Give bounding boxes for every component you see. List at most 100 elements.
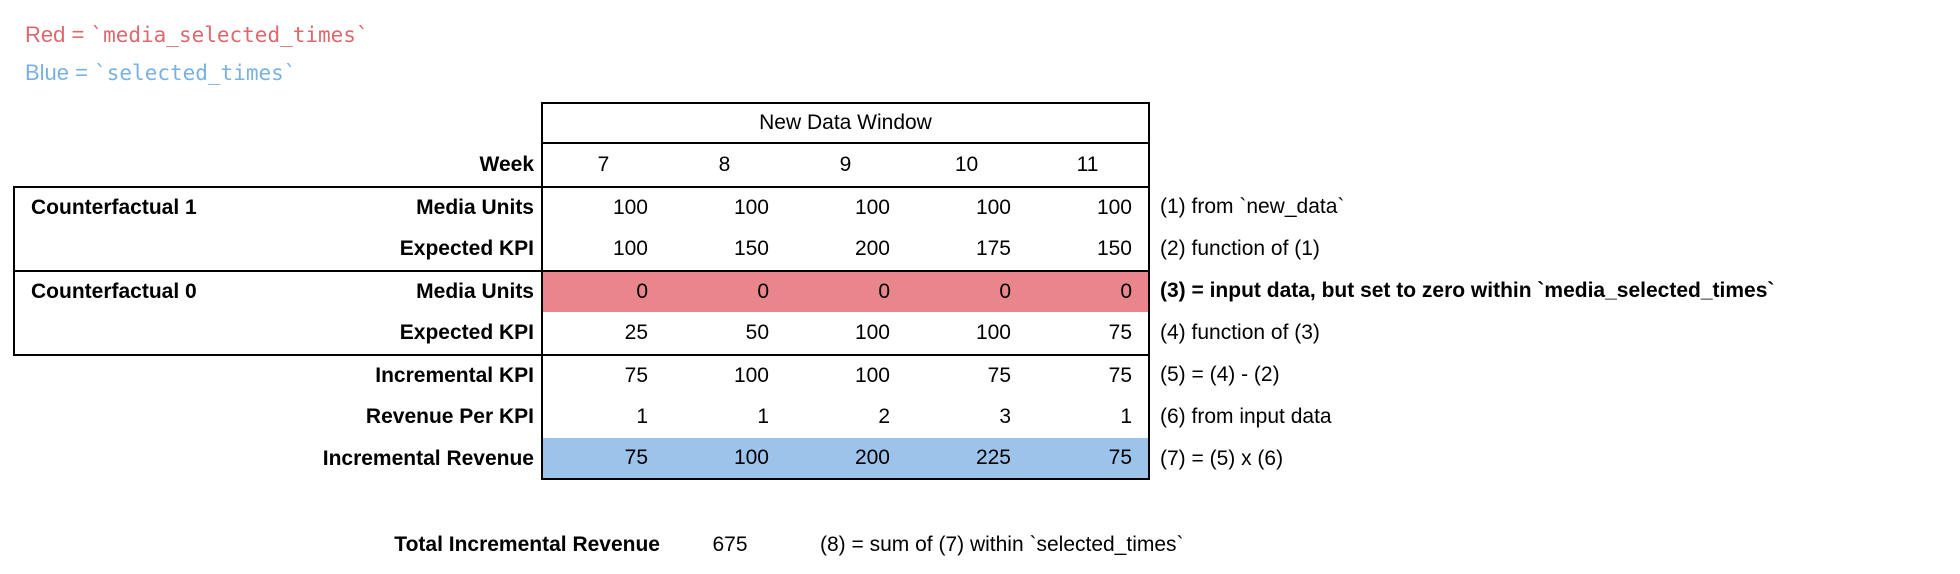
week-row: Week 7 8 9 10 11 xyxy=(13,144,1774,186)
value-cell: 0 xyxy=(999,280,1011,303)
table-row-cf1-expected-kpi: Expected KPI 100 150 200 175 150 (2) fun… xyxy=(13,228,1774,270)
value-cell: 100 xyxy=(1096,196,1132,219)
legend-blue-equals: = xyxy=(69,60,95,85)
value-cell: 100 xyxy=(612,237,648,260)
row-label-area: Counterfactual 1 Media Units xyxy=(13,186,541,228)
legend-blue-name: Blue xyxy=(25,60,70,85)
table-row-cf1-media-units: Counterfactual 1 Media Units 100 100 100… xyxy=(13,186,1774,228)
row-values-highlight-red: 0 0 0 0 0 xyxy=(541,270,1150,312)
row-label: Incremental Revenue xyxy=(322,447,534,470)
group-label: Counterfactual 1 xyxy=(31,196,197,219)
window-header-label: New Data Window xyxy=(759,111,932,134)
value-cell: 100 xyxy=(612,196,648,219)
legend-red-equals: = xyxy=(65,22,91,47)
value-cell: 150 xyxy=(1096,237,1132,260)
row-label: Expected KPI xyxy=(399,321,534,344)
row-label-area: Incremental KPI xyxy=(13,354,541,396)
total-annotation: (8) = sum of (7) within `selected_times` xyxy=(820,533,1184,556)
row-values: 100 100 100 100 100 xyxy=(541,186,1150,228)
row-label-area: Expected KPI xyxy=(13,228,541,270)
row-label-area: Counterfactual 0 Media Units xyxy=(13,270,541,312)
value-cell: 75 xyxy=(987,364,1011,387)
value-cell: 75 xyxy=(624,446,648,469)
total-label: Total Incremental Revenue xyxy=(394,533,660,556)
week-value: 11 xyxy=(1076,153,1099,176)
value-cell: 100 xyxy=(975,196,1011,219)
week-value: 10 xyxy=(954,153,979,176)
legend-blue-code: `selected_times` xyxy=(94,61,297,85)
week-label-area: Week xyxy=(13,144,541,186)
legend-blue-line: Blue = `selected_times` xyxy=(25,54,369,92)
value-cell: 100 xyxy=(733,364,769,387)
value-cell: 100 xyxy=(733,196,769,219)
table-row-incremental-revenue: Incremental Revenue 75 100 200 225 75 (7… xyxy=(13,438,1774,480)
group-label: Counterfactual 0 xyxy=(31,280,197,303)
value-cell: 50 xyxy=(745,321,769,344)
table-row-cf0-expected-kpi: Expected KPI 25 50 100 100 75 (4) functi… xyxy=(13,312,1774,354)
total-row: Total Incremental Revenue 675 (8) = sum … xyxy=(0,524,1184,566)
value-cell: 0 xyxy=(1120,280,1132,303)
value-cell: 1 xyxy=(636,405,648,428)
row-annotation: (4) function of (3) xyxy=(1160,321,1320,344)
legend: Red = `media_selected_times` Blue = `sel… xyxy=(25,16,369,92)
value-cell: 0 xyxy=(878,280,890,303)
week-value: 7 xyxy=(597,153,610,176)
window-header-spacer xyxy=(13,102,541,144)
row-annotation: (3) = input data, but set to zero within… xyxy=(1160,279,1775,302)
row-label: Expected KPI xyxy=(399,237,534,260)
legend-red-code: `media_selected_times` xyxy=(90,23,369,47)
row-annotation: (1) from `new_data` xyxy=(1160,195,1345,218)
value-cell: 175 xyxy=(975,237,1011,260)
value-cell: 100 xyxy=(854,364,890,387)
row-values: 1 1 2 3 1 xyxy=(541,396,1150,438)
value-cell: 100 xyxy=(975,321,1011,344)
value-cell: 200 xyxy=(854,237,890,260)
value-cell: 1 xyxy=(1120,405,1132,428)
week-values: 7 8 9 10 11 xyxy=(541,144,1150,186)
value-cell: 0 xyxy=(636,280,648,303)
row-label-area: Revenue Per KPI xyxy=(13,396,541,438)
table-row-incremental-kpi: Incremental KPI 75 100 100 75 75 (5) = (… xyxy=(13,354,1774,396)
table-row-cf0-media-units: Counterfactual 0 Media Units 0 0 0 0 0 (… xyxy=(13,270,1774,312)
value-cell: 2 xyxy=(878,405,890,428)
value-cell: 3 xyxy=(999,405,1011,428)
value-cell: 1 xyxy=(757,405,769,428)
total-value: 675 xyxy=(712,533,748,556)
week-label: Week xyxy=(479,153,534,176)
week-value: 8 xyxy=(718,153,731,176)
value-cell: 100 xyxy=(733,446,769,469)
value-cell: 225 xyxy=(975,446,1011,469)
value-cell: 75 xyxy=(624,364,648,387)
row-label-area: Incremental Revenue xyxy=(13,438,541,480)
value-cell: 75 xyxy=(1108,446,1132,469)
counterfactual-table: New Data Window Week 7 8 9 10 11 Counter… xyxy=(13,102,1774,480)
value-cell: 25 xyxy=(624,321,648,344)
legend-red-name: Red xyxy=(25,22,66,47)
row-annotation: (5) = (4) - (2) xyxy=(1160,363,1280,386)
row-values-highlight-blue: 75 100 200 225 75 xyxy=(541,438,1150,480)
value-cell: 0 xyxy=(757,280,769,303)
row-values: 100 150 200 175 150 xyxy=(541,228,1150,270)
row-label: Incremental KPI xyxy=(375,364,534,387)
week-value: 9 xyxy=(839,153,852,176)
window-header-row: New Data Window xyxy=(13,102,1774,144)
table-row-revenue-per-kpi: Revenue Per KPI 1 1 2 3 1 (6) from input… xyxy=(13,396,1774,438)
legend-red-line: Red = `media_selected_times` xyxy=(25,16,369,54)
row-label: Revenue Per KPI xyxy=(365,405,534,428)
value-cell: 100 xyxy=(854,321,890,344)
row-annotation: (7) = (5) x (6) xyxy=(1160,447,1284,470)
row-values: 25 50 100 100 75 xyxy=(541,312,1150,354)
value-cell: 75 xyxy=(1108,364,1132,387)
value-cell: 75 xyxy=(1108,321,1132,344)
value-cell: 100 xyxy=(854,196,890,219)
row-annotation: (2) function of (1) xyxy=(1160,237,1320,260)
row-label: Media Units xyxy=(416,280,534,303)
row-label-area: Expected KPI xyxy=(13,312,541,354)
window-header-cell-area: New Data Window xyxy=(541,102,1150,144)
value-cell: 150 xyxy=(733,237,769,260)
row-values: 75 100 100 75 75 xyxy=(541,354,1150,396)
value-cell: 200 xyxy=(854,446,890,469)
row-label: Media Units xyxy=(416,196,534,219)
row-annotation: (6) from input data xyxy=(1160,405,1332,428)
